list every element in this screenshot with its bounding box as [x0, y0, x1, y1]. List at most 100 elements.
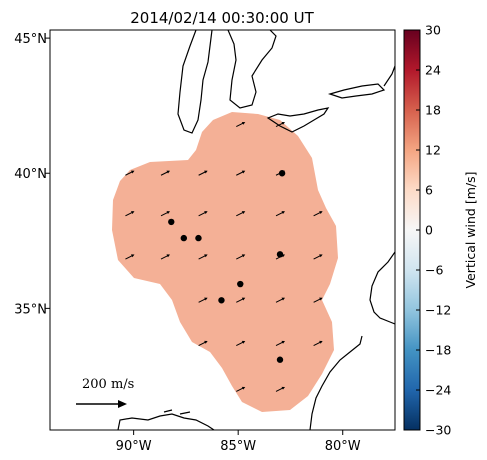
- wind-vector-head: [204, 297, 208, 301]
- x-tick-label: 85°W: [220, 439, 256, 454]
- stations: [168, 170, 286, 363]
- wind-vector-head: [241, 254, 246, 258]
- wind-vector: [125, 254, 135, 260]
- wind-vector: [236, 211, 246, 217]
- wind-vector-head: [281, 297, 285, 301]
- wind-vector-head: [241, 211, 246, 214]
- reference-vector-label: 200 m/s: [82, 377, 134, 392]
- station-point: [168, 218, 175, 226]
- colorbar: 30 24 18 12 6 0 −6 −12 −18 −24 −30 Vertical wind […: [403, 23, 478, 438]
- wind-vector: [275, 121, 285, 128]
- wind-vector-head: [204, 340, 208, 344]
- colorbar-tick-label: −18: [425, 343, 451, 358]
- wind-vector-head: [130, 254, 135, 258]
- vertical-wind-field: [112, 112, 338, 412]
- wind-vector-head: [281, 211, 285, 214]
- wind-vector: [198, 297, 208, 303]
- station-point: [180, 234, 188, 242]
- wind-vector-head: [281, 386, 285, 390]
- x-axis-ticks: 90°W 85°W 80°W: [116, 430, 361, 454]
- st-lawrence: [383, 65, 395, 87]
- colorbar-tick-label: 18: [425, 103, 441, 118]
- reference-vector-head: [118, 400, 127, 408]
- wind-vector-head: [281, 340, 285, 344]
- x-tick-label: 80°W: [325, 439, 361, 454]
- colorbar-tick-label: 30: [425, 23, 441, 38]
- wind-vector: [160, 254, 170, 260]
- wind-vector: [198, 211, 208, 217]
- wind-vector: [160, 211, 170, 217]
- reference-vector: 200 m/s: [76, 377, 134, 408]
- wind-vector-head: [241, 386, 246, 390]
- atlantic-coast: [369, 251, 395, 325]
- station-point: [195, 234, 202, 242]
- coastlines: [117, 30, 395, 430]
- wind-vector-head: [241, 340, 246, 344]
- wind-vector: [198, 170, 208, 176]
- wind-vector-head: [241, 170, 246, 174]
- colorbar-tick-label: 6: [425, 183, 433, 198]
- carolina-coast: [309, 335, 363, 430]
- wind-vector-head: [130, 170, 135, 174]
- colorbar-tick-label: −12: [425, 303, 451, 318]
- y-axis-ticks: 45°N 40°N 35°N: [14, 32, 50, 317]
- wind-vector-head: [204, 170, 208, 174]
- wind-vector: [236, 121, 246, 128]
- lake-michigan: [177, 30, 213, 134]
- wind-vector: [236, 340, 246, 346]
- wind-vector: [313, 297, 323, 303]
- x-tick-label: 90°W: [116, 439, 152, 454]
- station-point: [276, 251, 284, 258]
- gulf-islands: [163, 409, 191, 415]
- wind-vector-head: [204, 211, 208, 214]
- wind-vector: [160, 170, 170, 176]
- lake-huron: [227, 30, 277, 109]
- wind-vector: [198, 254, 208, 260]
- wind-vector: [125, 211, 135, 217]
- colorbar-tick-label: −6: [425, 263, 443, 278]
- station-point: [218, 297, 225, 304]
- lake-ontario: [327, 83, 386, 99]
- wind-vector: [313, 340, 323, 346]
- colorbar-tick-label: −30: [425, 423, 451, 438]
- y-tick-label: 35°N: [14, 302, 47, 317]
- station-point: [237, 280, 244, 288]
- wind-vector-head: [204, 254, 208, 258]
- colorbar-ticks: 30 24 18 12 6 0 −6 −12 −18 −24 −30: [416, 23, 451, 438]
- wind-vector: [125, 170, 135, 176]
- colorbar-tick-label: −24: [425, 383, 451, 398]
- wind-vector-head: [319, 297, 323, 301]
- map-frame: [49, 29, 396, 431]
- wind-vector: [275, 297, 285, 303]
- station-point: [276, 356, 284, 363]
- colorbar-tick-label: 0: [425, 223, 433, 238]
- wind-vector-head: [319, 340, 323, 344]
- lake-erie: [266, 107, 330, 133]
- wind-vector-head: [130, 211, 135, 214]
- wind-vector-head: [241, 121, 246, 125]
- wind-vector: [313, 254, 323, 260]
- y-tick-label: 45°N: [14, 32, 47, 47]
- wind-vector: [275, 386, 285, 392]
- wind-vector-head: [319, 254, 323, 258]
- wind-vector-head: [166, 254, 170, 258]
- wind-vector: [236, 170, 246, 176]
- map-area: 200 m/s: [50, 30, 395, 430]
- wind-vector: [236, 254, 246, 260]
- wind-vector: [313, 211, 323, 217]
- wind-vector: [236, 297, 246, 303]
- wind-vector-head: [281, 121, 285, 125]
- wind-vector: [198, 340, 208, 346]
- wind-vector-head: [319, 211, 323, 214]
- wind-vector-head: [241, 297, 246, 301]
- wind-vector: [275, 340, 285, 346]
- colorbar-label: Vertical wind [m/s]: [463, 172, 478, 289]
- wind-vector-head: [166, 211, 170, 214]
- colorbar-tick-label: 24: [425, 63, 441, 78]
- wind-vector-head: [166, 170, 170, 174]
- chart-title: 2014/02/14 00:30:00 UT: [130, 9, 314, 27]
- station-point: [278, 170, 286, 177]
- colorbar-tick-label: 12: [425, 143, 441, 158]
- gulf-coast: [117, 413, 215, 430]
